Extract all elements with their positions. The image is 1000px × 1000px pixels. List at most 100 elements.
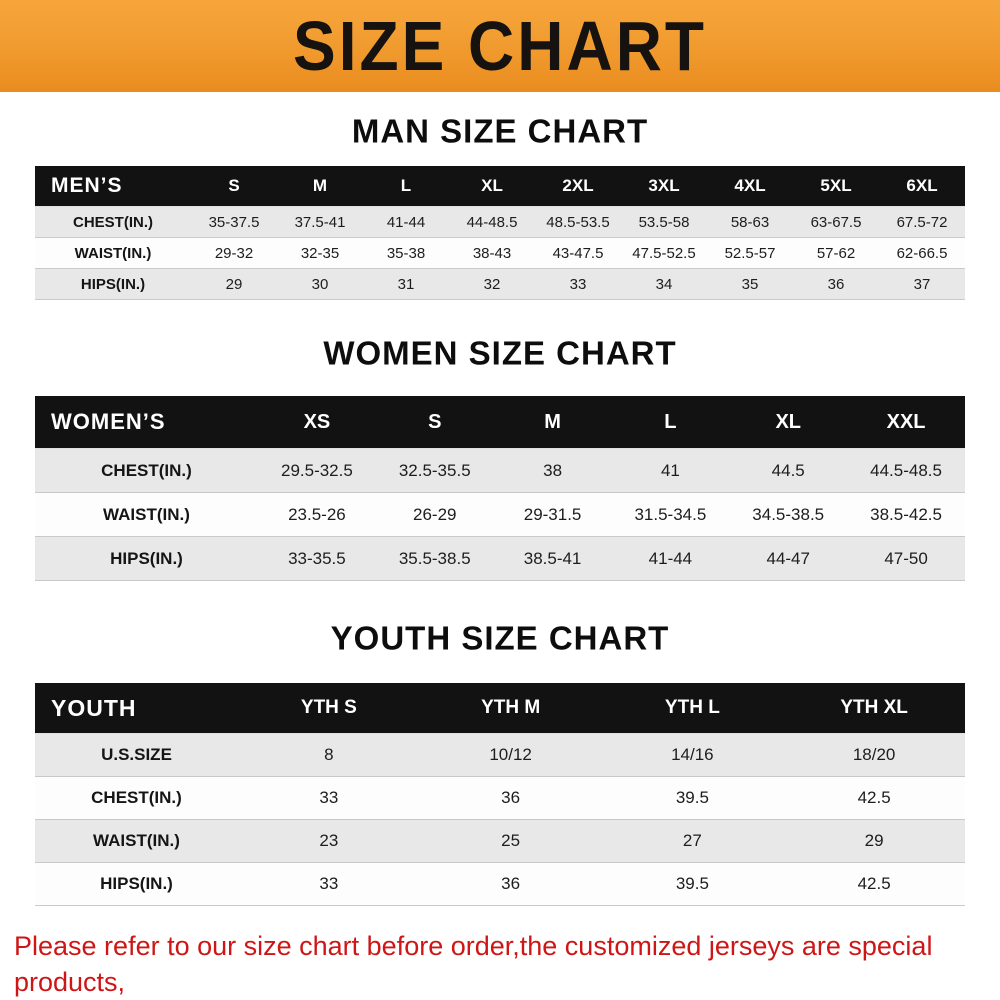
data-cell: 33: [319, 874, 339, 893]
data-cell: 10/12: [489, 745, 532, 764]
data-cell: 47.5-52.5: [632, 244, 696, 262]
data-cell: 29: [225, 275, 243, 293]
row-label-cell: U.S.SIZE: [101, 745, 172, 764]
column-header-cell: YTH M: [419, 683, 602, 734]
data-cell: 33: [569, 275, 587, 293]
data-cell: 8: [324, 745, 334, 764]
data-cell: 31: [397, 275, 415, 293]
man-section-heading: MAN SIZE CHART: [351, 111, 649, 150]
data-cell: 23: [319, 831, 339, 850]
column-header-cell: 6XL: [879, 166, 965, 207]
column-header-cell: L: [363, 166, 449, 207]
data-cell: 62-66.5: [896, 244, 948, 262]
header-row: WOMEN’S XS S M L XL XXL: [35, 396, 965, 449]
data-cell: 44.5-48.5: [870, 460, 942, 480]
table-title-cell: WOMEN’S: [35, 396, 258, 449]
data-cell: 32-35: [300, 244, 340, 262]
data-cell: 41-44: [648, 548, 693, 568]
data-cell: 38: [543, 460, 563, 480]
table-row: CHEST(IN.) 35-37.5 37.5-41 41-44 44-48.5 48.5…: [35, 206, 965, 238]
data-cell: 44-48.5: [466, 213, 518, 231]
column-header-cell: YTH XL: [783, 683, 965, 734]
data-cell: 29.5-32.5: [280, 460, 353, 480]
row-label-cell: CHEST(IN.): [91, 788, 182, 807]
table-row: WAIST(IN.) 23 25 27 29: [35, 819, 965, 863]
data-cell: 35.5-38.5: [398, 548, 471, 568]
footer-line-1: Please refer to our size chart before or…: [14, 931, 933, 997]
data-cell: 42.5: [857, 874, 891, 893]
banner: SIZE CHART: [0, 0, 1000, 92]
column-header-cell: XS: [258, 396, 376, 449]
data-cell: 32: [483, 275, 501, 293]
data-cell: 63-67.5: [810, 213, 862, 231]
data-cell: 29: [864, 831, 884, 850]
women-size-table: WOMEN’S XS S M L XL XXL CHEST(IN.) 29.5-32.5 32.5…: [35, 396, 965, 581]
data-cell: 37: [913, 275, 931, 293]
data-cell: 32.5-35.5: [398, 460, 471, 480]
row-label-cell: HIPS(IN.): [110, 548, 183, 568]
table-row: CHEST(IN.) 33 36 39.5 42.5: [35, 776, 965, 820]
table-row: HIPS(IN.) 33 36 39.5 42.5: [35, 862, 965, 906]
table-row: HIPS(IN.) 29 30 31 32 33 34 35 36 37: [35, 268, 965, 300]
row-label-cell: HIPS(IN.): [80, 275, 146, 293]
footer-note: Please refer to our size chart before or…: [0, 928, 1000, 1000]
table-row: WAIST(IN.) 29-32 32-35 35-38 38-43 43-47.5 47.…: [35, 237, 965, 269]
data-cell: 29-31.5: [523, 504, 582, 524]
table-row: HIPS(IN.) 33-35.5 35.5-38.5 38.5-41 41-44 44-…: [35, 536, 965, 581]
column-header-cell: XXL: [847, 396, 965, 449]
table-row: CHEST(IN.) 29.5-32.5 32.5-35.5 38 41 44.5 44.5…: [35, 448, 965, 493]
column-header-cell: S: [375, 396, 494, 449]
data-cell: 43-47.5: [552, 244, 604, 262]
column-header-cell: 3XL: [621, 166, 707, 207]
header-row: MEN’S S M L XL 2XL 3XL 4XL 5XL 6XL: [35, 166, 965, 207]
data-cell: 57-62: [816, 244, 856, 262]
column-header-cell: XL: [729, 396, 848, 449]
youth-size-table: YOUTH YTH S YTH M YTH L YTH XL U.S.SIZE 8 10/12…: [35, 683, 965, 906]
data-cell: 41: [660, 460, 680, 480]
row-label-cell: CHEST(IN.): [73, 213, 153, 231]
data-cell: 34.5-38.5: [752, 504, 825, 524]
row-label-cell: WAIST(IN.): [93, 831, 180, 850]
data-cell: 38.5-41: [523, 548, 582, 568]
man-size-table: MEN’S S M L XL 2XL 3XL 4XL 5XL 6XL CHEST(IN.) 35-37…: [35, 166, 965, 300]
data-cell: 35: [741, 275, 759, 293]
data-cell: 47-50: [884, 548, 928, 568]
column-header-cell: 4XL: [707, 166, 793, 207]
data-cell: 67.5-72: [896, 213, 948, 231]
data-cell: 36: [501, 874, 521, 893]
table-title-cell: MEN’S: [35, 166, 191, 207]
data-cell: 53.5-58: [638, 213, 690, 231]
header-row: YOUTH YTH S YTH M YTH L YTH XL: [35, 683, 965, 734]
data-cell: 38.5-42.5: [870, 504, 942, 524]
column-header-cell: XL: [449, 166, 535, 207]
data-cell: 44.5: [771, 460, 805, 480]
table-title-cell: YOUTH: [35, 683, 238, 734]
data-cell: 33: [319, 788, 339, 807]
data-cell: 25: [501, 831, 521, 850]
column-header-cell: 5XL: [793, 166, 879, 207]
data-cell: 44-47: [766, 548, 810, 568]
column-header-cell: M: [277, 166, 363, 207]
data-cell: 31.5-34.5: [634, 504, 707, 524]
column-header-cell: YTH L: [601, 683, 784, 734]
data-cell: 27: [682, 831, 702, 850]
data-cell: 26-29: [413, 504, 457, 524]
data-cell: 38-43: [472, 244, 512, 262]
data-cell: 41-44: [386, 213, 426, 231]
data-cell: 37.5-41: [294, 213, 346, 231]
data-cell: 58-63: [730, 213, 770, 231]
column-header-cell: YTH S: [238, 683, 420, 734]
data-cell: 33-35.5: [288, 548, 346, 568]
column-header-cell: S: [191, 166, 277, 207]
youth-section-heading: YOUTH SIZE CHART: [330, 618, 670, 657]
table-row: WAIST(IN.) 23.5-26 26-29 29-31.5 31.5-34.5 34…: [35, 492, 965, 537]
data-cell: 36: [827, 275, 845, 293]
row-label-cell: HIPS(IN.): [100, 874, 173, 893]
column-header-cell: L: [611, 396, 730, 449]
banner-title: SIZE CHART: [293, 7, 707, 85]
table-row: U.S.SIZE 8 10/12 14/16 18/20: [35, 733, 965, 777]
data-cell: 42.5: [857, 788, 891, 807]
row-label-cell: WAIST(IN.): [74, 244, 152, 262]
row-label-cell: WAIST(IN.): [103, 504, 190, 524]
